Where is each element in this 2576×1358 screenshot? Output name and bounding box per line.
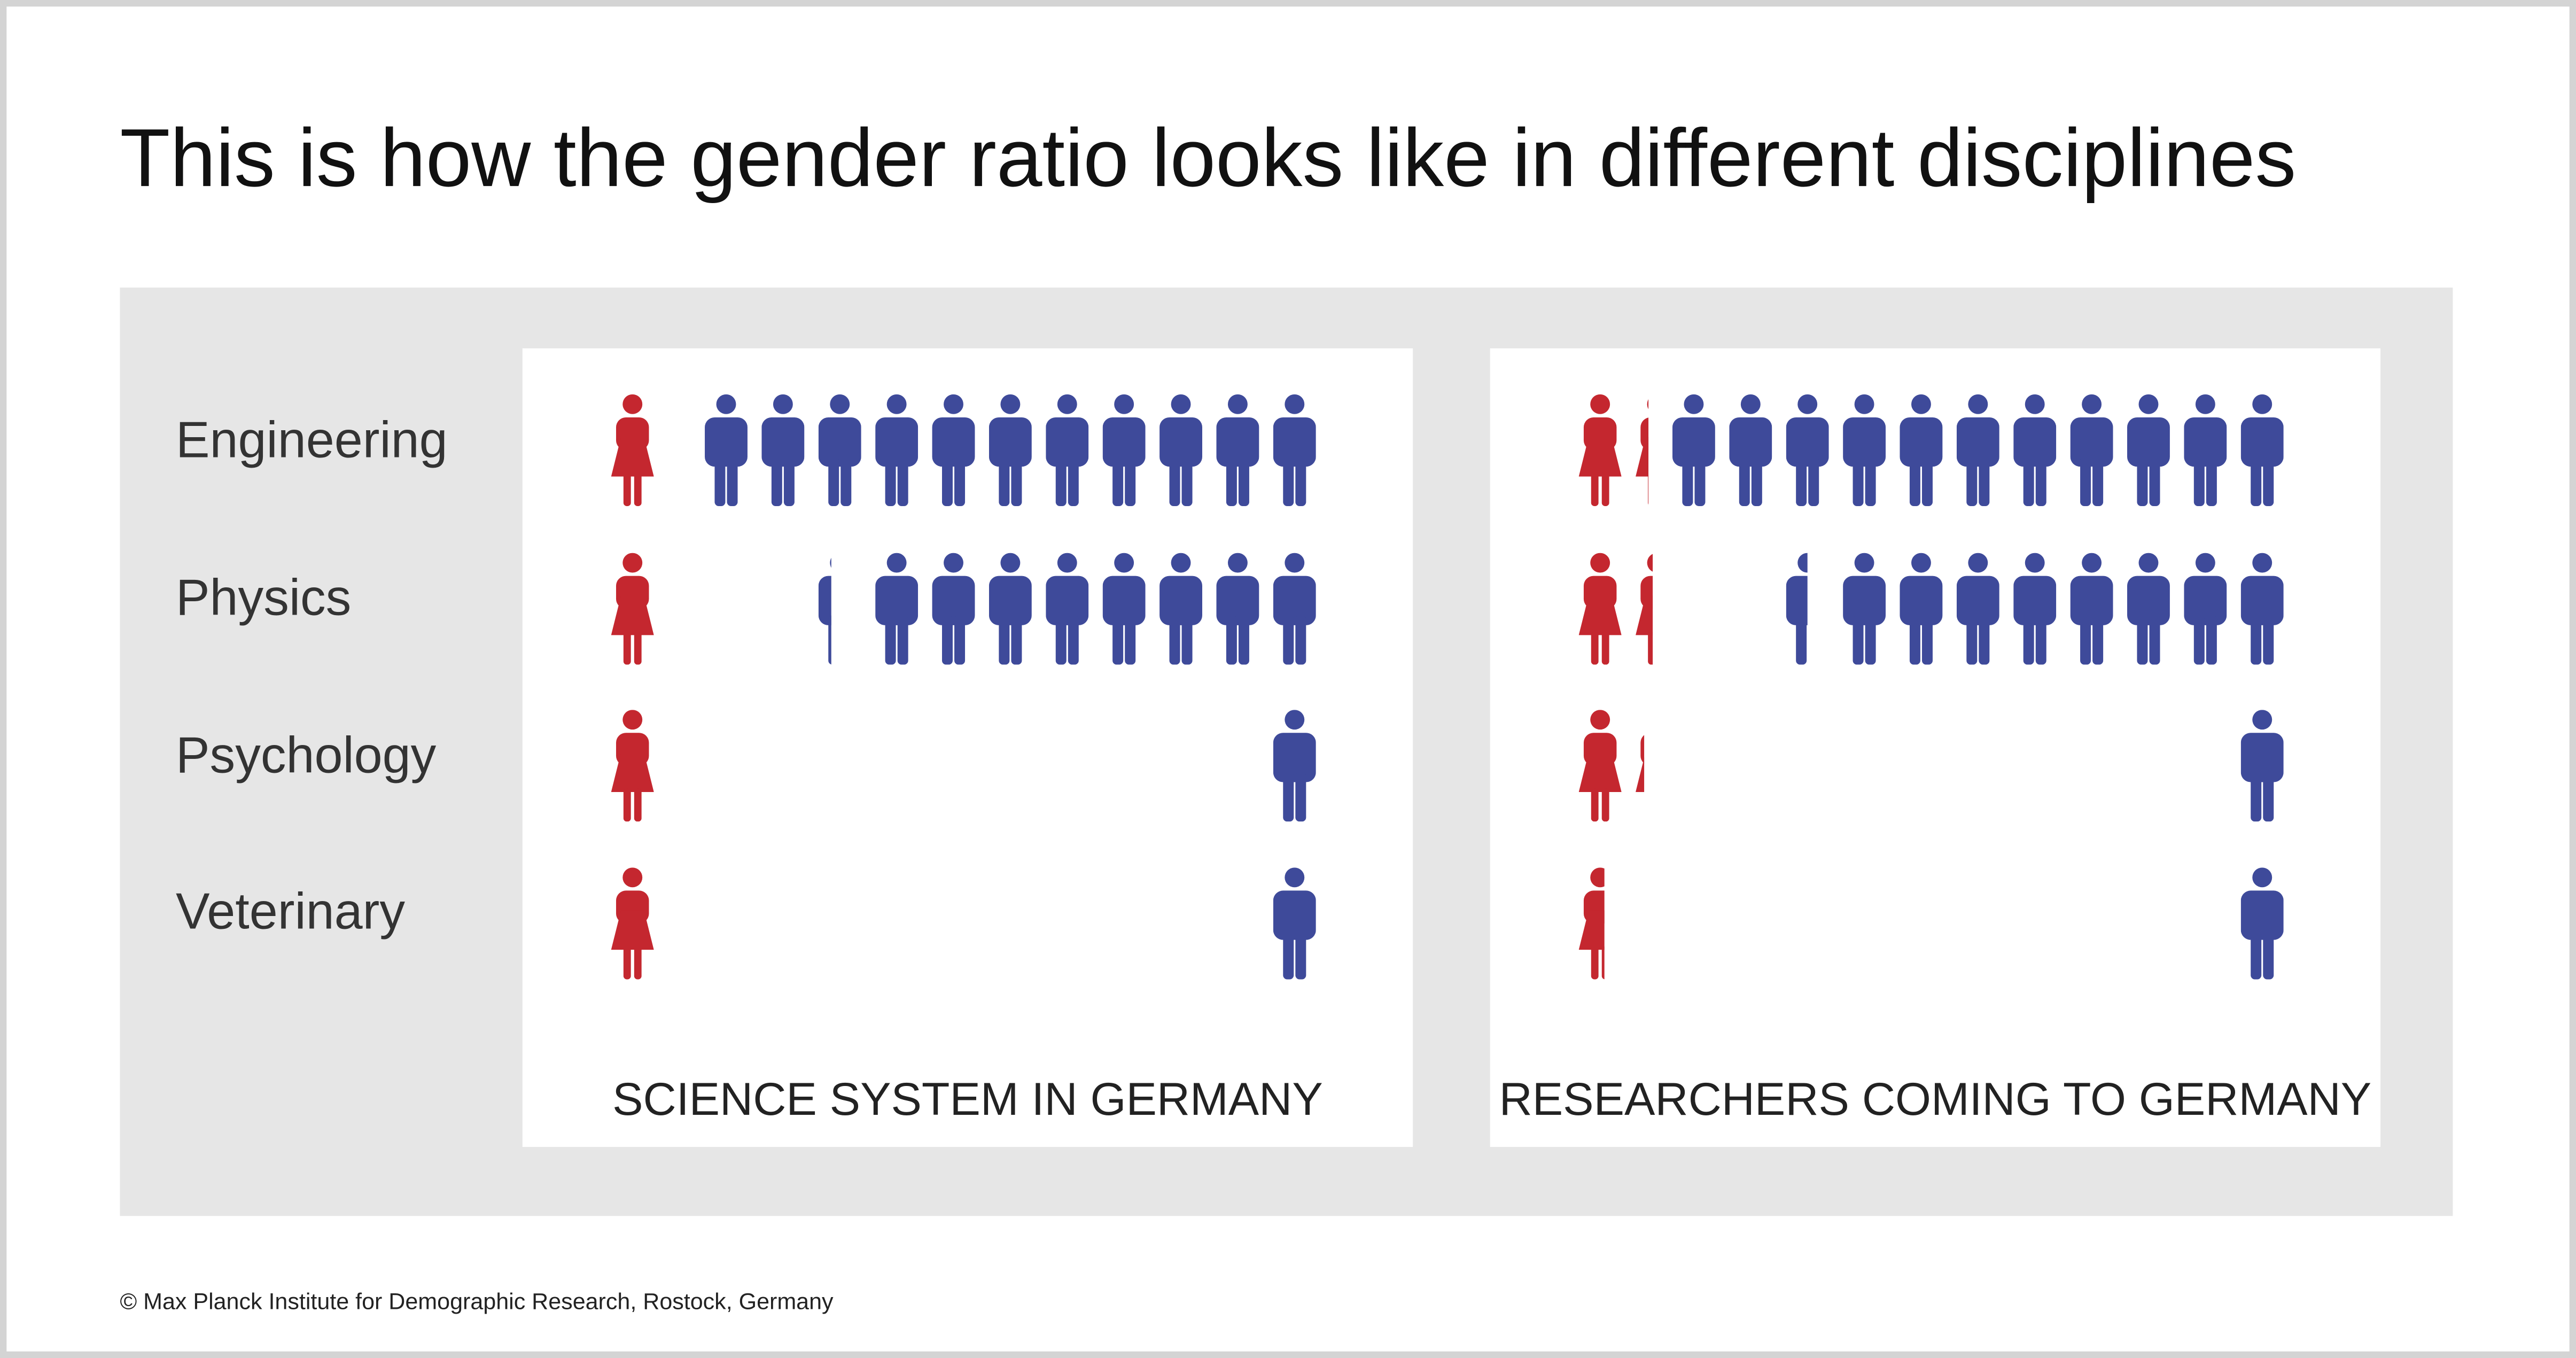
person-icon: [1956, 394, 1999, 506]
person-icon: [1046, 394, 1089, 506]
person-icon: [818, 557, 831, 665]
women-icons: [611, 553, 654, 665]
person-icon: [818, 394, 861, 506]
men-icons: [1273, 710, 1316, 822]
person-icon: [1843, 394, 1886, 506]
category-label: Physics: [176, 569, 351, 626]
person-icon: [1159, 553, 1203, 665]
person-icon: [2184, 394, 2227, 506]
person-icon: [1273, 394, 1316, 506]
panel: [522, 348, 1413, 1147]
person-icon: [1578, 553, 1622, 665]
person-icon: [1273, 553, 1316, 665]
person-icon: [875, 553, 919, 665]
person-icon: [1273, 710, 1316, 822]
person-icon: [989, 394, 1032, 506]
person-icon: [2070, 553, 2113, 665]
person-icon: [1729, 394, 1772, 506]
person-icon: [2127, 553, 2170, 665]
women-icons: [1578, 394, 1649, 506]
women-icons: [611, 867, 654, 980]
person-icon: [2240, 867, 2284, 980]
person-icon: [932, 394, 975, 506]
person-icon: [1900, 553, 1943, 665]
person-icon: [2240, 710, 2284, 822]
person-icon: [1159, 394, 1203, 506]
person-icon: [1636, 735, 1645, 792]
person-icon: [1672, 394, 1715, 506]
person-icon: [1046, 553, 1089, 665]
person-icon: [1956, 553, 1999, 665]
person-icon: [1786, 394, 1829, 506]
men-icons: [2240, 710, 2284, 822]
person-icon: [2240, 553, 2284, 665]
women-icons: [1578, 710, 1645, 822]
person-icon: [1843, 553, 1886, 665]
person-icon: [611, 710, 654, 822]
person-icon: [1578, 867, 1605, 980]
person-icon: [761, 394, 805, 506]
person-icon: [1578, 710, 1622, 822]
category-label: Engineering: [176, 412, 448, 468]
person-icon: [705, 394, 748, 506]
panel: [1490, 348, 2381, 1147]
person-icon: [2013, 394, 2057, 506]
category-label: Psychology: [176, 727, 437, 784]
person-icon: [2013, 553, 2057, 665]
person-icon: [1900, 394, 1943, 506]
person-icon: [1636, 554, 1653, 665]
person-icon: [2240, 394, 2284, 506]
men-icons: [1273, 867, 1316, 980]
person-icon: [1578, 394, 1622, 506]
women-icons: [1578, 867, 1605, 980]
title: This is how the gender ratio looks like …: [120, 112, 2296, 204]
person-icon: [611, 394, 654, 506]
person-icon: [611, 867, 654, 980]
men-icons: [1672, 394, 2284, 506]
men-icons: [1786, 553, 2284, 665]
person-icon: [875, 394, 919, 506]
person-icon: [2127, 394, 2170, 506]
women-icons: [611, 394, 654, 506]
source: © Max Planck Institute for Demographic R…: [120, 1289, 834, 1315]
person-icon: [1636, 399, 1649, 505]
women-icons: [1578, 553, 1653, 665]
person-icon: [2070, 394, 2113, 506]
panel-title: SCIENCE SYSTEM IN GERMANY: [612, 1074, 1323, 1125]
person-icon: [1216, 394, 1259, 506]
person-icon: [1786, 553, 1808, 665]
person-icon: [611, 553, 654, 665]
women-icons: [611, 710, 654, 822]
person-icon: [1102, 553, 1146, 665]
category-label: Veterinary: [176, 883, 405, 940]
person-icon: [1273, 867, 1316, 980]
person-icon: [1216, 553, 1259, 665]
men-icons: [705, 394, 1316, 506]
men-icons: [818, 553, 1316, 665]
person-icon: [2184, 553, 2227, 665]
men-icons: [2240, 867, 2284, 980]
person-icon: [989, 553, 1032, 665]
person-icon: [1102, 394, 1146, 506]
panel-title: RESEARCHERS COMING TO GERMANY: [1499, 1074, 2372, 1125]
person-icon: [932, 553, 975, 665]
